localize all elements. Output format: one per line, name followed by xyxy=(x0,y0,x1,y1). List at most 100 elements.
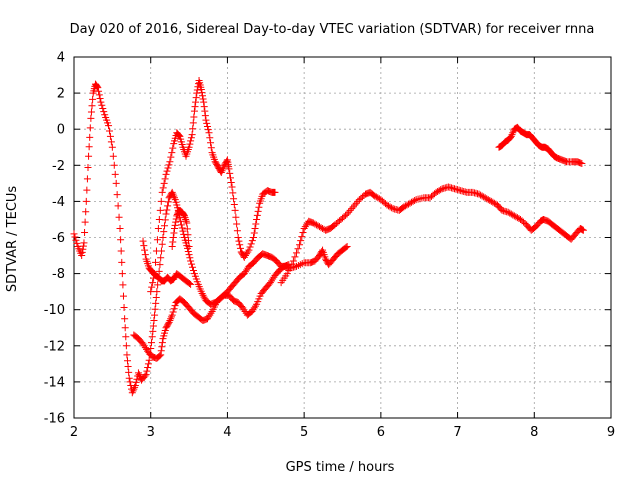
data-point xyxy=(170,192,178,200)
x-tick-label: 8 xyxy=(530,425,538,440)
data-point xyxy=(157,347,165,355)
data-point xyxy=(158,339,166,347)
data-point xyxy=(201,112,209,120)
data-point xyxy=(89,95,97,103)
data-point xyxy=(201,107,209,115)
data-point xyxy=(477,191,485,199)
data-point xyxy=(300,224,308,232)
data-point xyxy=(151,305,159,313)
data-point xyxy=(249,306,257,314)
data-point xyxy=(190,107,198,115)
data-point xyxy=(118,258,126,266)
data-point xyxy=(226,174,234,182)
data-point xyxy=(81,229,89,237)
series-arc-1 xyxy=(70,80,293,397)
data-point xyxy=(202,116,210,124)
data-point xyxy=(114,202,122,210)
data-point xyxy=(149,327,157,335)
data-point xyxy=(271,188,279,196)
data-point xyxy=(150,317,158,325)
data-point xyxy=(113,191,121,199)
data-point xyxy=(158,188,166,196)
data-point xyxy=(110,161,118,169)
data-point xyxy=(167,315,175,323)
data-point xyxy=(486,196,494,204)
data-point xyxy=(385,202,393,210)
data-point xyxy=(171,221,179,229)
data-point xyxy=(205,313,213,321)
data-point xyxy=(187,280,195,288)
data-point xyxy=(169,238,177,246)
data-point xyxy=(286,263,294,271)
data-point xyxy=(239,304,247,312)
data-point xyxy=(189,266,197,274)
data-point xyxy=(194,80,202,88)
data-point xyxy=(509,129,517,137)
data-point xyxy=(148,333,156,341)
data-point xyxy=(168,188,176,196)
data-point xyxy=(219,165,227,173)
data-point xyxy=(231,206,239,214)
y-tick-label: -4 xyxy=(52,195,65,210)
data-point xyxy=(165,318,173,326)
data-point xyxy=(121,315,129,323)
data-point xyxy=(204,126,212,134)
data-point xyxy=(169,190,177,198)
data-point xyxy=(192,94,200,102)
data-point xyxy=(509,211,517,219)
data-point xyxy=(294,245,302,253)
y-axis-label: SDTVAR / TECUs xyxy=(5,186,20,293)
data-point xyxy=(288,260,296,268)
data-point xyxy=(240,306,248,314)
data-point xyxy=(85,152,93,160)
data-point xyxy=(82,197,90,205)
data-point xyxy=(182,217,190,225)
data-point xyxy=(317,224,325,232)
data-point xyxy=(141,246,149,254)
data-point xyxy=(145,356,153,364)
data-point xyxy=(131,383,139,391)
data-point xyxy=(251,224,259,232)
data-point xyxy=(83,175,91,183)
x-tick-labels: 2 3 4 5 6 7 8 9 xyxy=(70,425,615,440)
data-point xyxy=(134,369,142,377)
data-point xyxy=(98,101,106,109)
data-point xyxy=(437,186,445,194)
data-point xyxy=(151,270,159,278)
data-point xyxy=(198,89,206,97)
data-point xyxy=(175,132,183,140)
data-point xyxy=(169,234,177,241)
data-point xyxy=(244,248,252,256)
data-point xyxy=(251,302,259,310)
data-point xyxy=(149,279,157,287)
data-point xyxy=(298,233,306,241)
data-point xyxy=(126,378,134,386)
data-point xyxy=(184,244,192,252)
x-tick-label: 4 xyxy=(223,425,231,440)
data-point xyxy=(490,199,498,207)
data-point xyxy=(117,236,125,244)
data-point xyxy=(148,283,156,291)
data-point xyxy=(236,244,244,252)
data-point xyxy=(406,199,414,207)
data-point xyxy=(96,95,104,103)
data-point xyxy=(131,382,139,390)
data-point xyxy=(116,224,124,232)
data-point xyxy=(154,224,162,232)
data-point xyxy=(168,149,176,157)
data-point xyxy=(217,169,225,177)
data-point xyxy=(85,143,93,151)
data-point xyxy=(155,215,163,223)
data-point xyxy=(135,371,143,379)
data-point xyxy=(78,248,86,256)
data-point xyxy=(185,280,193,288)
data-point xyxy=(112,179,120,187)
data-point xyxy=(172,218,180,226)
data-point xyxy=(164,320,172,328)
data-point xyxy=(206,311,214,319)
data-point xyxy=(115,213,123,221)
data-point xyxy=(125,368,133,376)
data-point xyxy=(199,291,207,299)
data-point xyxy=(187,137,195,145)
data-point xyxy=(266,279,274,287)
